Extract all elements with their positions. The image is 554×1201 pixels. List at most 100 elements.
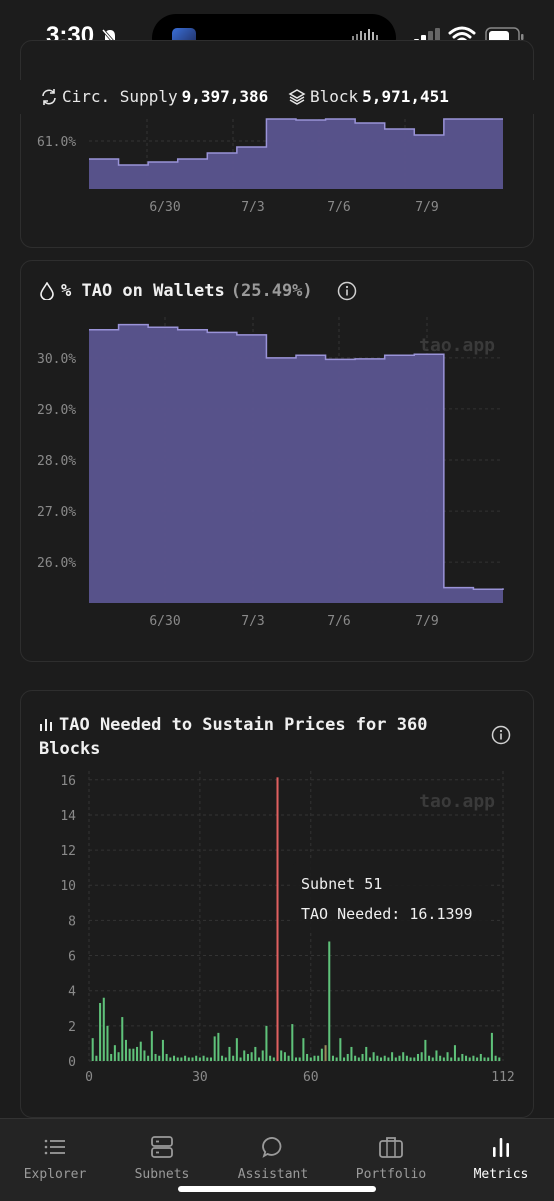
bar-subnet-35 [217, 1032, 220, 1061]
bar-subnet-66 [331, 1055, 334, 1061]
bar-subnet-55 [291, 1024, 294, 1061]
bar-subnet-107 [483, 1057, 486, 1061]
bar-subnet-73 [357, 1057, 360, 1061]
bar-subnet-15 [143, 1050, 146, 1061]
chart-card-tao-needed: TAO Needed to Sustain Prices for 360 Blo… [20, 690, 534, 1118]
bar-subnet-97 [446, 1052, 449, 1061]
bar-subnet-111 [498, 1057, 501, 1061]
bar-subnet-71 [350, 1046, 353, 1061]
bar-subnet-65 [328, 941, 331, 1061]
droplet-icon [40, 282, 54, 300]
bar-subnet-8 [117, 1052, 120, 1061]
nav-item-metrics[interactable]: Metrics [446, 1133, 554, 1182]
y-tick-label: 30.0% [37, 352, 76, 367]
bar-subnet-78 [376, 1055, 379, 1061]
wallets-area-line [89, 323, 504, 590]
nav-label-assistant: Assistant [237, 1167, 309, 1182]
bar-subnet-103 [468, 1057, 471, 1061]
nav-label-explorer: Explorer [23, 1167, 87, 1182]
list-icon [44, 1139, 65, 1155]
y-tick-label: 26.0% [37, 556, 76, 571]
bar-subnet-94 [435, 1050, 438, 1061]
nav-item-portfolio[interactable]: Portfolio [336, 1133, 446, 1182]
bar-subnet-33 [209, 1057, 212, 1061]
bar-subnet-30 [198, 1057, 201, 1061]
x-tick-label: 6/30 [149, 614, 180, 629]
bar-subnet-12 [132, 1048, 135, 1061]
bar-subnet-86 [405, 1055, 408, 1061]
nav-item-subnets[interactable]: Subnets [107, 1133, 217, 1182]
circ-supply-label: Circ. Supply [62, 87, 178, 106]
info-icon[interactable] [491, 725, 511, 745]
bar-subnet-96 [442, 1057, 445, 1061]
bar-subnet-13 [136, 1046, 139, 1061]
bar-subnet-24 [176, 1057, 179, 1061]
wallets-area-fill [89, 324, 503, 603]
x-tick-label: 112 [491, 1070, 514, 1085]
bar-subnet-85 [402, 1052, 405, 1061]
tooltip-row: TAO Needed: 16.1399 [301, 905, 473, 923]
bar-subnet-87 [409, 1057, 412, 1061]
bar-subnet-76 [368, 1057, 371, 1061]
circ-supply-value: 9,397,386 [181, 87, 269, 106]
chart-tooltip: Subnet 51 TAO Needed: 16.1399 [293, 861, 489, 933]
bar-subnet-59 [306, 1053, 309, 1061]
y-tick-label: 27.0% [37, 505, 76, 520]
x-tick-label: 7/9 [415, 200, 438, 215]
x-tick-label: 7/9 [415, 614, 438, 629]
bar-subnet-25 [180, 1057, 183, 1061]
bar-subnet-16 [147, 1055, 150, 1061]
x-tick-label: 7/6 [327, 200, 350, 215]
bar-subnet-34 [213, 1036, 216, 1061]
bar-subnet-5 [106, 1025, 109, 1061]
chart-area-3[interactable]: tao.app 16 14 12 10 8 6 4 2 00 30 60 112 [21, 691, 533, 1117]
circ-ratio-area-fill [89, 119, 503, 189]
nav-item-explorer[interactable]: Explorer [0, 1133, 110, 1182]
bar-subnet-90 [420, 1052, 423, 1061]
circ-supply-stat: Circ. Supply 9,397,386 [40, 87, 268, 106]
layers-icon [288, 88, 306, 105]
bar-subnet-83 [394, 1057, 397, 1061]
bar-subnet-17 [150, 1031, 153, 1061]
bar-subnet-62 [317, 1055, 320, 1061]
bar-subnet-36 [221, 1055, 224, 1061]
wallets-title-value: (25.49%) [230, 281, 313, 301]
tooltip-value: 16.1399 [409, 905, 473, 923]
bar-subnet-105 [476, 1057, 479, 1061]
bar-subnet-2 [95, 1055, 98, 1061]
bar-subnet-82 [391, 1052, 394, 1061]
chart-area-1[interactable]: 61.0% 6/30 7/3 7/6 7/9 [21, 41, 533, 247]
chat-bubble-icon [262, 1137, 282, 1158]
bar-subnet-61 [313, 1055, 316, 1061]
server-icon [151, 1136, 173, 1158]
bar-subnet-56 [294, 1057, 298, 1061]
y-tick-label: 61.0% [37, 135, 76, 150]
briefcase-icon [379, 1137, 403, 1158]
chart-card-circ-ratio: 61.0% 6/30 7/3 7/6 7/9 [20, 40, 534, 248]
bar-subnet-31 [202, 1055, 205, 1061]
home-indicator[interactable] [178, 1186, 376, 1192]
info-icon[interactable] [337, 281, 357, 301]
bar-subnet-92 [428, 1055, 431, 1061]
y-tick-label: 2 [68, 1020, 76, 1035]
bar-subnet-10 [124, 1039, 127, 1061]
x-tick-label: 7/3 [241, 200, 264, 215]
bar-subnet-53 [283, 1052, 286, 1061]
nav-item-assistant[interactable]: Assistant [218, 1133, 328, 1182]
bar-subnet-109 [490, 1032, 493, 1061]
bar-subnet-57 [298, 1057, 301, 1061]
bar-subnet-88 [413, 1057, 416, 1061]
bar-subnet-84 [398, 1055, 401, 1061]
bar-subnet-37 [224, 1057, 227, 1061]
nav-label-portfolio: Portfolio [355, 1167, 427, 1182]
bar-subnet-27 [187, 1057, 190, 1061]
bar-subnet-3 [99, 1003, 102, 1061]
bar-subnet-47 [261, 1050, 264, 1061]
bar-subnet-98 [450, 1057, 453, 1061]
y-tick-label: 14 [60, 809, 76, 824]
bar-subnet-11 [128, 1048, 131, 1061]
chart-area-2[interactable]: tao.app 30.0% 29.0% 28.0% 27.0% 26.0% 6/30 7/3 7… [21, 261, 533, 661]
bar-subnet-48 [265, 1025, 268, 1061]
tao-needed-title-line2: Blocks [39, 739, 101, 759]
bar-subnet-7 [113, 1045, 116, 1061]
